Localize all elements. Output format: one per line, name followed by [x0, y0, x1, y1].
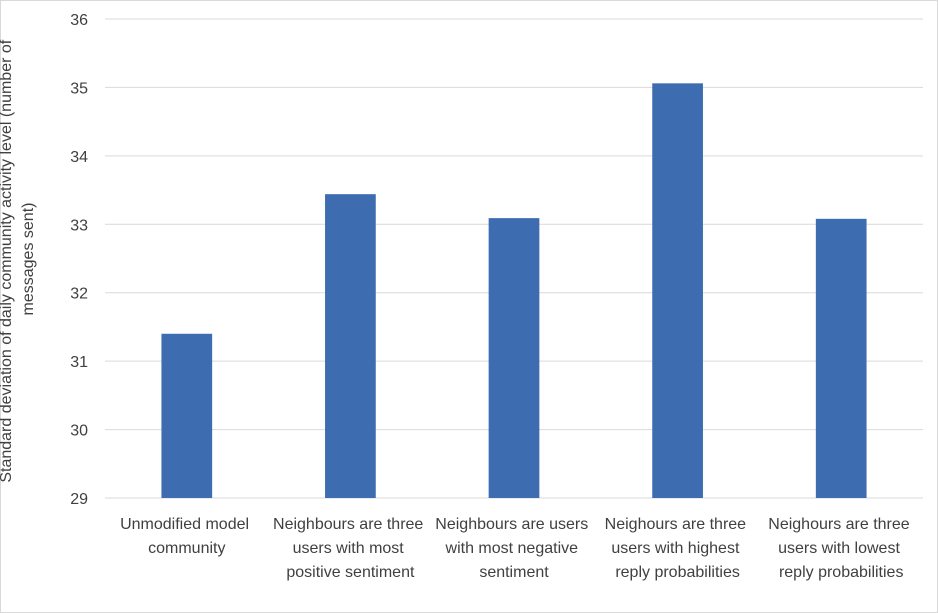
bar	[161, 333, 213, 498]
y-tick-label: 33	[70, 217, 88, 234]
x-tick-label: Neighours are three users with highest r…	[605, 516, 751, 581]
bar	[488, 218, 540, 498]
y-tick-label: 36	[70, 12, 88, 29]
y-tick-label: 35	[70, 80, 88, 97]
y-tick-label: 31	[70, 354, 88, 371]
bar	[325, 194, 376, 499]
y-tick-label: 32	[70, 286, 88, 303]
y-axis-label: Standard deviation of daily community ac…	[0, 35, 37, 482]
x-tick-label: Neighbours are users with most negative …	[435, 516, 592, 581]
bar	[815, 218, 867, 498]
x-tick-label: Unmodified model community	[120, 516, 253, 557]
y-tick-label: 29	[70, 491, 88, 508]
x-tick-label: Neighbours are three users with most pos…	[273, 516, 428, 581]
bar	[652, 83, 703, 498]
y-tick-label: 34	[70, 149, 88, 166]
x-tick-label: Neighours are three users with lowest re…	[768, 516, 914, 581]
y-tick-label: 30	[70, 423, 88, 440]
